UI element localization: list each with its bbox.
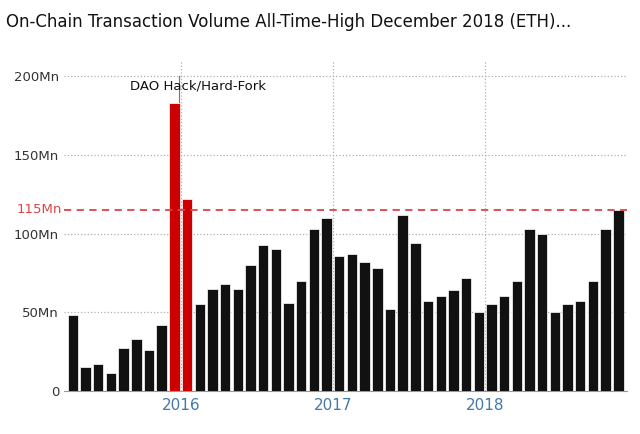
Bar xyxy=(245,265,255,391)
Bar xyxy=(144,350,154,391)
Bar xyxy=(511,281,522,391)
Bar xyxy=(524,229,535,391)
Bar xyxy=(232,289,243,391)
Bar xyxy=(423,301,433,391)
Bar xyxy=(207,289,218,391)
Bar xyxy=(93,364,104,391)
Bar xyxy=(385,309,395,391)
Bar xyxy=(321,218,332,391)
Bar xyxy=(436,296,446,391)
Bar xyxy=(156,325,167,391)
Bar xyxy=(182,199,192,391)
Bar xyxy=(271,249,281,391)
Bar xyxy=(575,301,586,391)
Bar xyxy=(613,210,623,391)
Bar xyxy=(410,243,420,391)
Bar xyxy=(81,367,91,391)
Bar xyxy=(195,304,205,391)
Bar xyxy=(448,290,459,391)
Text: 115Mn: 115Mn xyxy=(16,204,61,217)
Bar xyxy=(169,103,180,391)
Bar xyxy=(258,244,268,391)
Bar xyxy=(600,229,611,391)
Text: DAO Hack/Hard-Fork: DAO Hack/Hard-Fork xyxy=(130,79,266,92)
Bar xyxy=(334,256,344,391)
Bar xyxy=(474,312,484,391)
Bar xyxy=(347,254,357,391)
Bar xyxy=(372,268,383,391)
Bar xyxy=(486,304,497,391)
Bar xyxy=(550,312,560,391)
Text: On-Chain Transaction Volume All-Time-High December 2018 (ETH)...: On-Chain Transaction Volume All-Time-Hig… xyxy=(6,13,572,31)
Bar xyxy=(360,262,370,391)
Bar xyxy=(296,281,307,391)
Bar xyxy=(284,302,294,391)
Bar xyxy=(308,229,319,391)
Bar xyxy=(499,296,509,391)
Bar xyxy=(563,304,573,391)
Bar xyxy=(68,315,78,391)
Bar xyxy=(220,284,230,391)
Bar xyxy=(537,233,547,391)
Bar xyxy=(461,277,471,391)
Bar xyxy=(106,373,116,391)
Bar xyxy=(131,339,141,391)
Bar xyxy=(588,281,598,391)
Bar xyxy=(118,348,129,391)
Bar xyxy=(397,215,408,391)
